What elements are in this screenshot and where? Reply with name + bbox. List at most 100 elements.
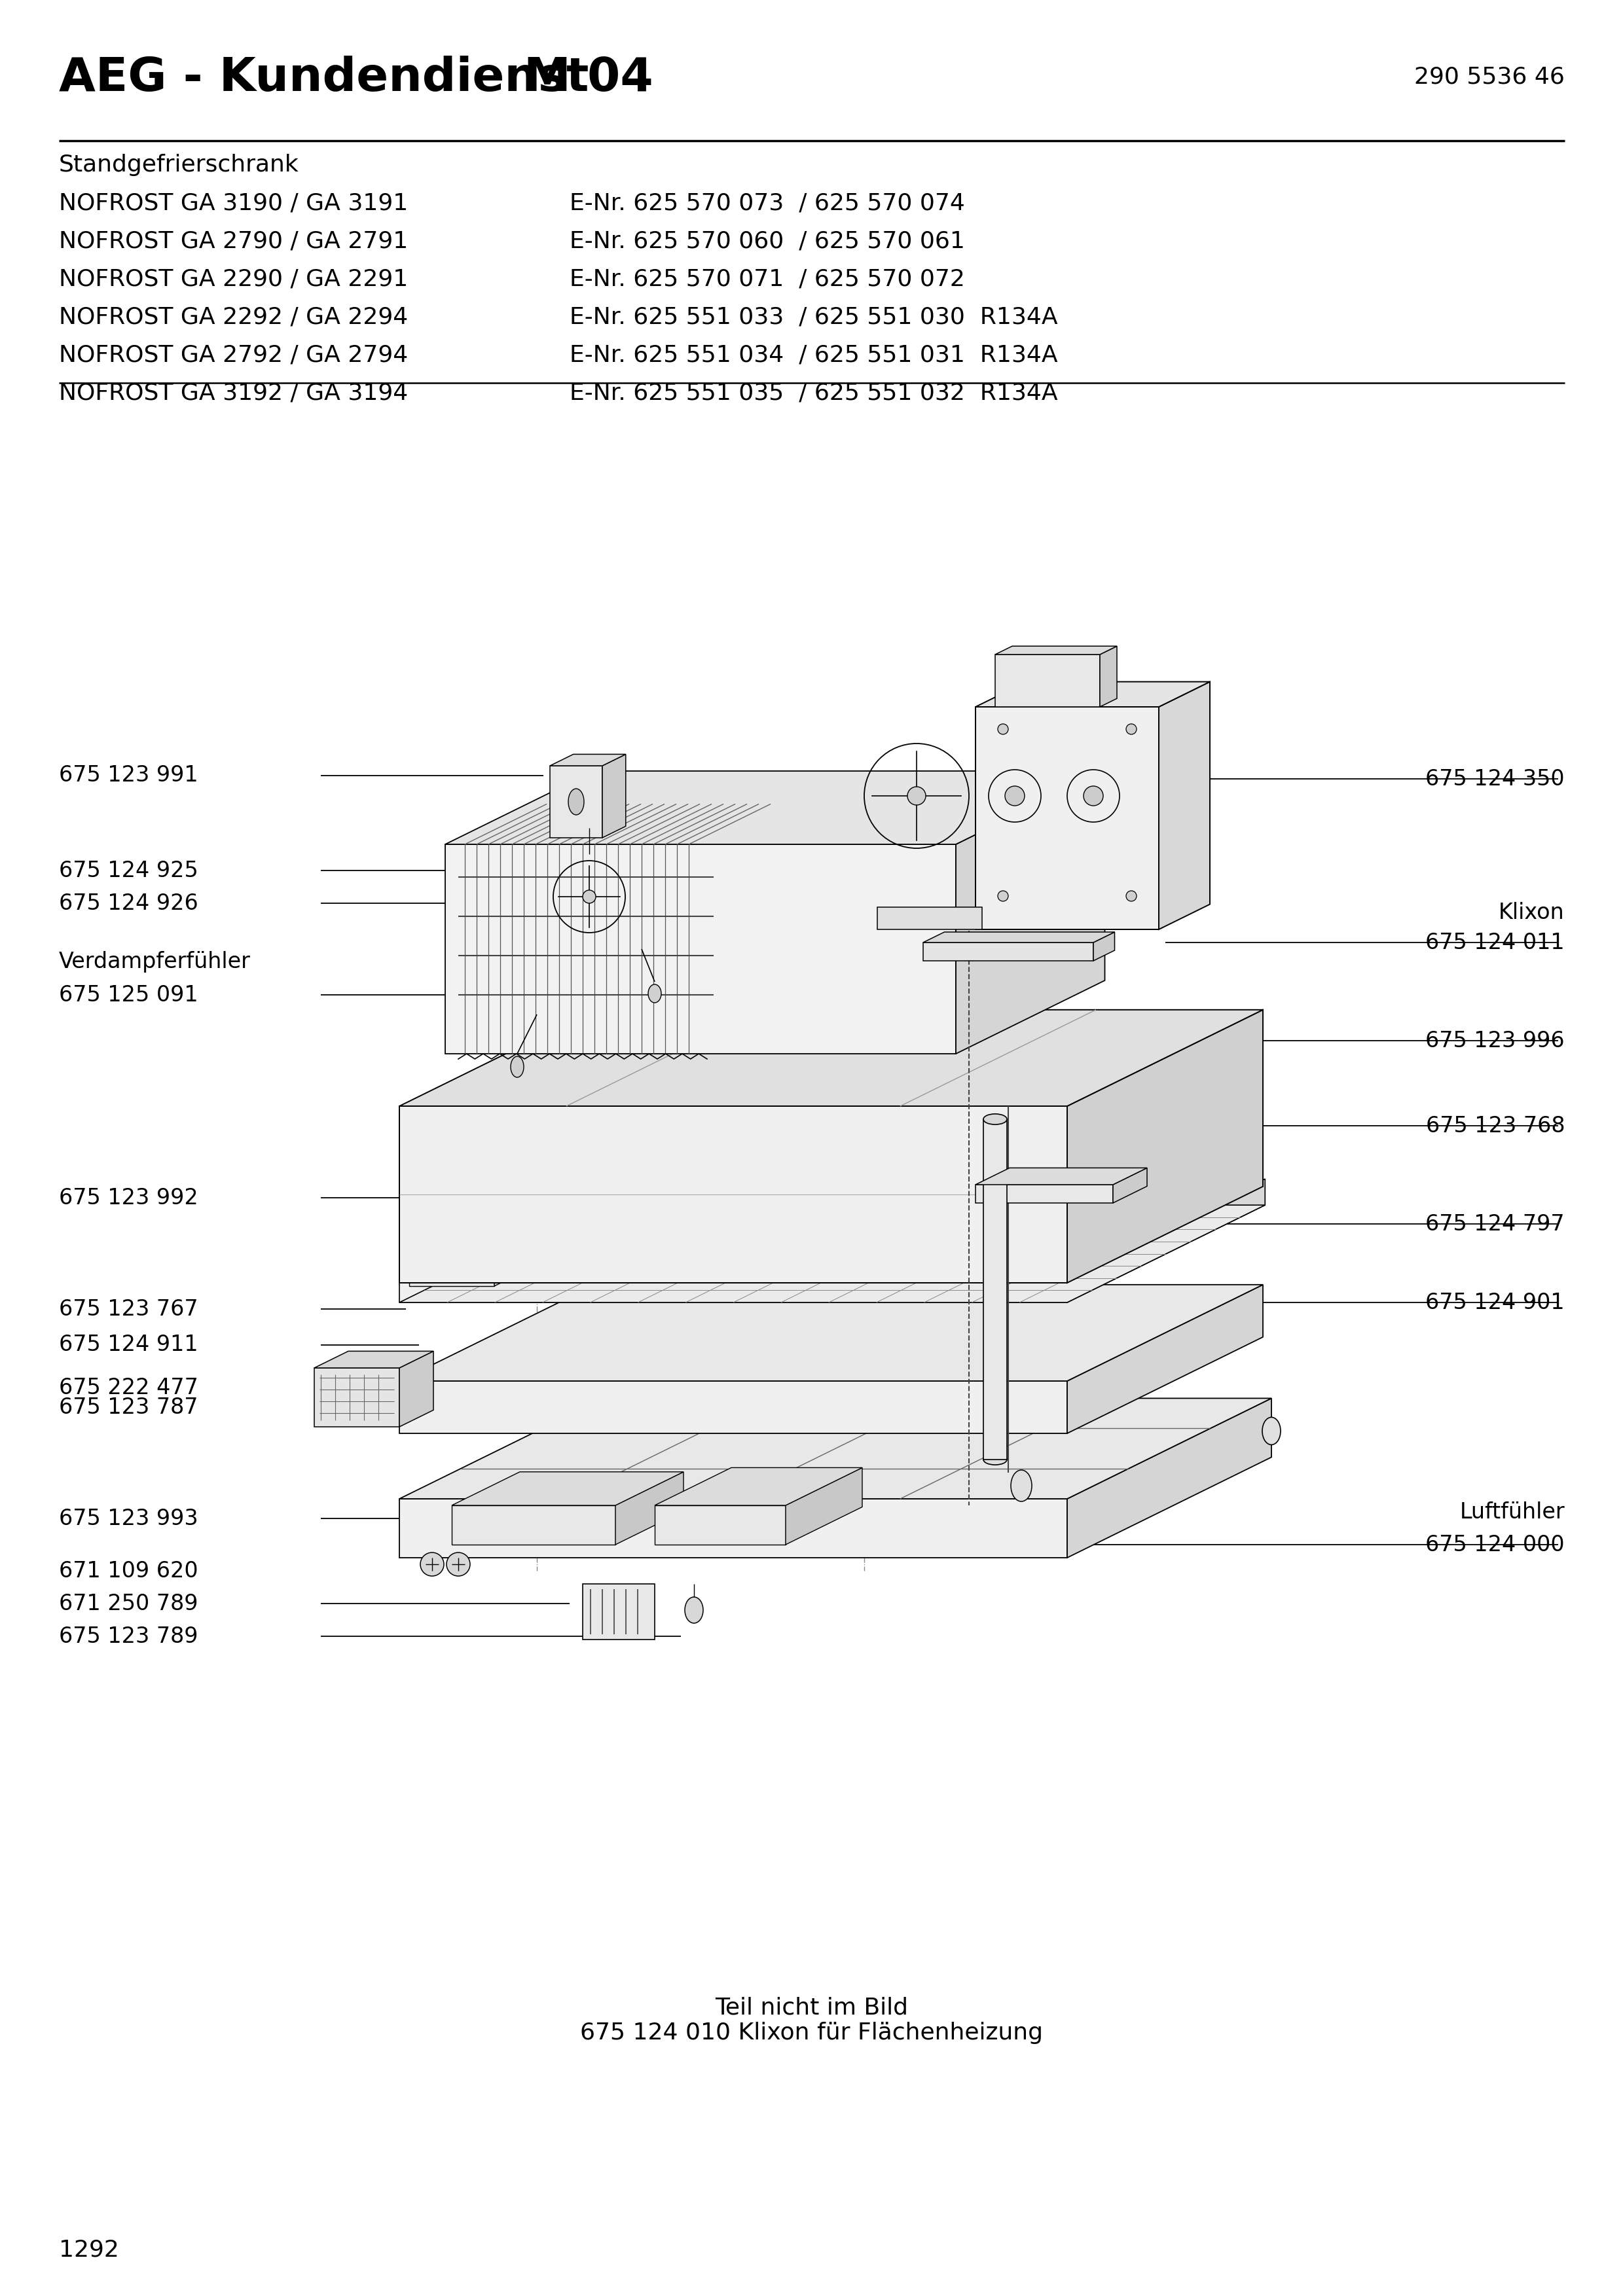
- Ellipse shape: [685, 1598, 703, 1623]
- Polygon shape: [409, 1233, 529, 1249]
- Text: 675 124 911: 675 124 911: [58, 1334, 198, 1357]
- Circle shape: [907, 788, 925, 806]
- Text: E-Nr. 625 570 073  / 625 570 074: E-Nr. 625 570 073 / 625 570 074: [570, 193, 966, 214]
- Text: 675 123 993: 675 123 993: [58, 1508, 198, 1529]
- Polygon shape: [550, 755, 626, 767]
- Polygon shape: [975, 1185, 1113, 1203]
- Polygon shape: [409, 1249, 495, 1286]
- Text: 675 124 011: 675 124 011: [1425, 932, 1565, 953]
- Polygon shape: [399, 1010, 1263, 1107]
- Polygon shape: [399, 1350, 433, 1426]
- Polygon shape: [399, 1398, 1271, 1499]
- Circle shape: [1126, 723, 1136, 735]
- Text: Luftfühler: Luftfühler: [1459, 1502, 1565, 1522]
- Text: E-Nr. 625 570 060  / 625 570 061: E-Nr. 625 570 060 / 625 570 061: [570, 230, 966, 253]
- Polygon shape: [451, 1472, 683, 1506]
- Ellipse shape: [511, 1056, 524, 1077]
- Text: NOFROST GA 3192 / GA 3194: NOFROST GA 3192 / GA 3194: [58, 381, 407, 404]
- Text: 675 123 768: 675 123 768: [1425, 1116, 1565, 1137]
- Polygon shape: [975, 707, 1159, 930]
- Text: 675 123 789: 675 123 789: [58, 1626, 198, 1646]
- Polygon shape: [445, 845, 956, 1054]
- Circle shape: [998, 891, 1008, 902]
- Polygon shape: [399, 1107, 1068, 1283]
- Polygon shape: [399, 1499, 1068, 1557]
- Polygon shape: [995, 654, 1100, 707]
- Text: 675 124 926: 675 124 926: [58, 893, 198, 914]
- Polygon shape: [975, 682, 1209, 707]
- Polygon shape: [399, 1380, 1068, 1433]
- Polygon shape: [1068, 1286, 1263, 1433]
- Text: 675 124 350: 675 124 350: [1425, 769, 1565, 790]
- Text: 675 124 797: 675 124 797: [1425, 1212, 1565, 1235]
- Polygon shape: [399, 1205, 1264, 1302]
- Polygon shape: [975, 1169, 1147, 1185]
- Polygon shape: [1068, 1010, 1263, 1283]
- Text: 675 123 767: 675 123 767: [58, 1297, 198, 1320]
- Text: 675 124 901: 675 124 901: [1425, 1293, 1565, 1313]
- Polygon shape: [451, 1506, 615, 1545]
- Text: 675 124 925: 675 124 925: [58, 859, 198, 882]
- Ellipse shape: [648, 985, 661, 1003]
- Ellipse shape: [984, 1453, 1006, 1465]
- Text: Teil nicht im Bild
675 124 010 Klixon für Flächenheizung: Teil nicht im Bild 675 124 010 Klixon fü…: [581, 1995, 1044, 2043]
- Polygon shape: [1068, 1178, 1264, 1302]
- Text: AEG - Kundendienst: AEG - Kundendienst: [58, 55, 589, 101]
- Text: 675 123 996: 675 123 996: [1425, 1031, 1565, 1052]
- Text: M 04: M 04: [524, 55, 652, 101]
- Polygon shape: [399, 1286, 1263, 1380]
- Polygon shape: [1094, 932, 1115, 960]
- Polygon shape: [654, 1506, 786, 1545]
- Ellipse shape: [984, 1114, 1006, 1125]
- Text: NOFROST GA 2792 / GA 2794: NOFROST GA 2792 / GA 2794: [58, 344, 407, 365]
- Polygon shape: [315, 1350, 433, 1368]
- Text: 675 125 091: 675 125 091: [58, 985, 198, 1006]
- Text: Verdampferfühler: Verdampferfühler: [58, 951, 250, 974]
- Text: 675 124 000: 675 124 000: [1425, 1534, 1565, 1554]
- Text: 671 109 620: 671 109 620: [58, 1559, 198, 1582]
- Circle shape: [1005, 785, 1024, 806]
- Text: E-Nr. 625 570 071  / 625 570 072: E-Nr. 625 570 071 / 625 570 072: [570, 269, 966, 289]
- Text: NOFROST GA 2790 / GA 2791: NOFROST GA 2790 / GA 2791: [58, 230, 407, 253]
- Text: 675 123 992: 675 123 992: [58, 1187, 198, 1208]
- Bar: [984, 1118, 1006, 1460]
- Text: NOFROST GA 2292 / GA 2294: NOFROST GA 2292 / GA 2294: [58, 305, 407, 328]
- Text: 1292: 1292: [58, 2239, 118, 2262]
- Ellipse shape: [1263, 1417, 1281, 1444]
- Polygon shape: [786, 1467, 862, 1545]
- Polygon shape: [550, 767, 602, 838]
- Polygon shape: [1113, 1169, 1147, 1203]
- Circle shape: [1084, 785, 1104, 806]
- Text: E-Nr. 625 551 035  / 625 551 032  R134A: E-Nr. 625 551 035 / 625 551 032 R134A: [570, 381, 1058, 404]
- Text: 671 250 789: 671 250 789: [58, 1593, 198, 1614]
- Polygon shape: [583, 1584, 654, 1639]
- Text: 675 222 477: 675 222 477: [58, 1378, 198, 1398]
- Circle shape: [1126, 891, 1136, 902]
- Text: 675 123 787: 675 123 787: [58, 1396, 198, 1419]
- Text: E-Nr. 625 551 034  / 625 551 031  R134A: E-Nr. 625 551 034 / 625 551 031 R134A: [570, 344, 1058, 365]
- Text: NOFROST GA 2290 / GA 2291: NOFROST GA 2290 / GA 2291: [58, 269, 407, 289]
- Polygon shape: [923, 941, 1094, 960]
- Circle shape: [420, 1552, 443, 1575]
- Polygon shape: [445, 771, 1105, 845]
- Text: 675 123 991: 675 123 991: [58, 765, 198, 788]
- Polygon shape: [1068, 1398, 1271, 1557]
- Text: 290 5536 46: 290 5536 46: [1414, 67, 1565, 87]
- Circle shape: [583, 891, 596, 902]
- Polygon shape: [495, 1233, 529, 1286]
- Polygon shape: [399, 1277, 1068, 1302]
- Polygon shape: [602, 755, 626, 838]
- Ellipse shape: [568, 790, 584, 815]
- Polygon shape: [1100, 645, 1117, 707]
- Polygon shape: [315, 1368, 399, 1426]
- Text: NOFROST GA 3190 / GA 3191: NOFROST GA 3190 / GA 3191: [58, 193, 407, 214]
- Polygon shape: [1159, 682, 1209, 930]
- Ellipse shape: [1011, 1469, 1032, 1502]
- Polygon shape: [654, 1467, 862, 1506]
- Circle shape: [998, 723, 1008, 735]
- Polygon shape: [615, 1472, 683, 1545]
- Polygon shape: [923, 932, 1115, 941]
- Polygon shape: [878, 907, 982, 930]
- Polygon shape: [956, 771, 1105, 1054]
- Circle shape: [446, 1552, 471, 1575]
